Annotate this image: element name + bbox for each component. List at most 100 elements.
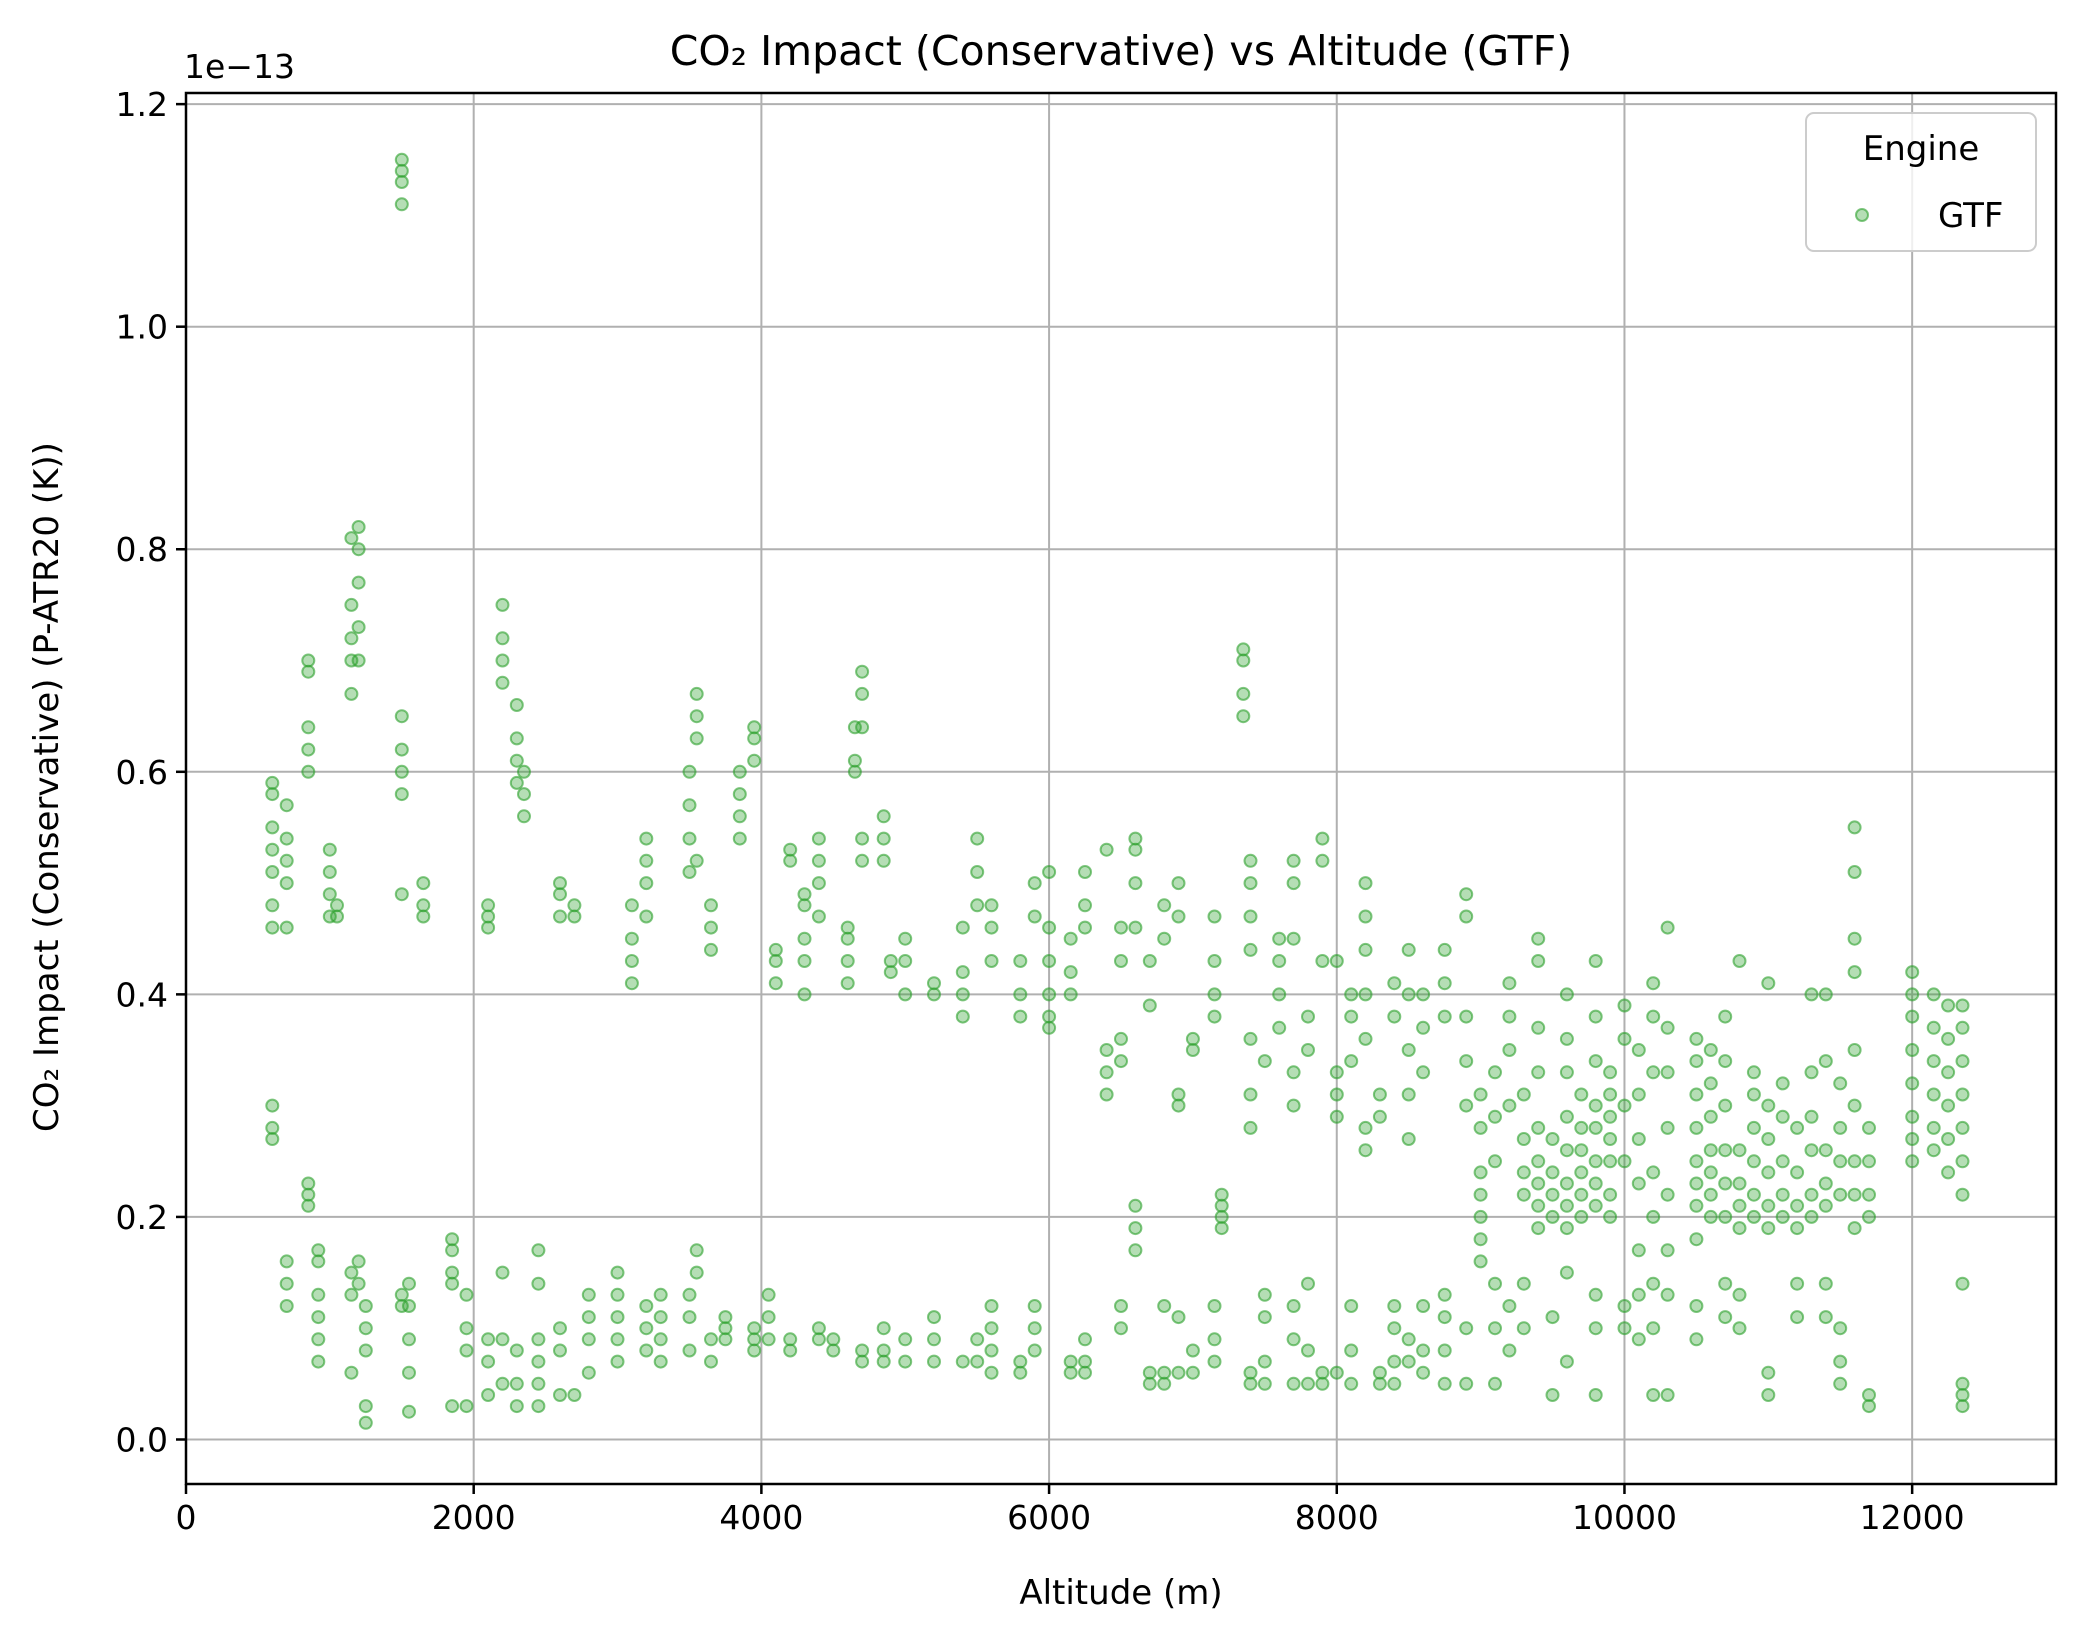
data-point (1732, 1198, 1747, 1213)
data-point (1516, 1132, 1531, 1146)
data-point (639, 1321, 654, 1336)
data-point (1955, 998, 1970, 1013)
data-point (531, 1243, 546, 1258)
data-point (1416, 1020, 1431, 1035)
data-point (1502, 1009, 1517, 1024)
data-point (1128, 1198, 1143, 1213)
data-point (1559, 987, 1574, 1002)
data-point (265, 920, 280, 935)
data-point (1114, 954, 1128, 968)
data-point (1703, 1187, 1718, 1202)
data-point (1531, 1154, 1546, 1169)
data-point (1905, 1009, 1920, 1024)
data-point (1617, 1098, 1632, 1113)
data-point (279, 1299, 294, 1313)
data-point (445, 1265, 460, 1280)
data-point (1941, 1065, 1956, 1080)
data-point (1042, 954, 1057, 968)
data-point (1063, 1354, 1078, 1369)
data-point (1387, 1354, 1402, 1369)
data-point (1660, 1020, 1675, 1035)
data-point (279, 1254, 294, 1269)
data-point (883, 954, 898, 968)
data-point (689, 731, 704, 746)
data-point (639, 831, 654, 846)
data-point (732, 831, 747, 846)
data-point (1718, 1098, 1733, 1113)
data-point (1027, 1299, 1042, 1313)
data-point (531, 1276, 546, 1291)
data-point (1689, 1031, 1704, 1046)
data-point (1588, 1287, 1603, 1302)
data-point (855, 831, 870, 846)
data-point (1790, 1198, 1805, 1213)
data-point (311, 1354, 326, 1369)
data-point (416, 876, 431, 891)
data-point (1013, 987, 1028, 1002)
data-point (1114, 1299, 1128, 1313)
data-point (1301, 1343, 1315, 1358)
data-point (1559, 1221, 1574, 1236)
data-point (826, 1332, 841, 1347)
data-point (797, 931, 812, 946)
data-point (445, 1399, 460, 1414)
data-point (689, 1265, 704, 1280)
data-point (984, 954, 999, 968)
data-point (1358, 1120, 1373, 1135)
data-point (351, 653, 366, 668)
data-point (840, 920, 855, 935)
data-point (1847, 1043, 1862, 1057)
data-point (402, 1276, 416, 1291)
data-point (1078, 1332, 1092, 1347)
data-point (1416, 1065, 1431, 1080)
y-tick-label: 0.0 (116, 1420, 168, 1459)
data-point (610, 1354, 625, 1369)
data-point (1775, 1154, 1790, 1169)
data-point (1171, 876, 1186, 891)
data-point (1588, 1154, 1603, 1169)
data-point (1207, 909, 1222, 924)
data-point (1631, 1243, 1646, 1258)
data-point (610, 1332, 625, 1347)
data-point (1473, 1232, 1488, 1247)
data-point (876, 809, 891, 824)
data-point (1286, 1098, 1301, 1113)
data-point (1257, 1354, 1272, 1369)
y-axis-ticks: 0.0 0.2 0.4 0.6 0.8 1.0 1.2 (116, 85, 186, 1459)
data-point (1473, 1187, 1488, 1202)
data-point (1329, 954, 1344, 968)
data-point (984, 1365, 999, 1380)
data-point (1617, 1299, 1632, 1313)
data-point (311, 1332, 326, 1347)
data-point (1746, 1087, 1761, 1102)
data-point (1214, 1187, 1229, 1202)
data-point (1926, 1020, 1941, 1035)
data-point (840, 976, 855, 991)
data-point (1833, 1354, 1848, 1369)
data-point (509, 1399, 524, 1414)
data-point (1387, 1299, 1402, 1313)
data-point (1703, 1143, 1718, 1158)
data-point (351, 1276, 366, 1291)
data-point (1344, 1054, 1359, 1069)
data-point (761, 1332, 776, 1347)
data-point (732, 809, 747, 824)
data-point (1329, 1365, 1344, 1380)
data-point (459, 1287, 474, 1302)
data-point (1804, 1109, 1819, 1124)
data-point (402, 1365, 416, 1380)
x-tick-label: 4000 (719, 1498, 803, 1537)
data-point (1588, 1098, 1603, 1113)
data-point (1401, 1354, 1416, 1369)
data-point (732, 787, 747, 802)
data-point (1646, 1165, 1661, 1180)
data-point (1588, 1120, 1603, 1135)
data-point (1128, 920, 1143, 935)
data-point (1372, 1087, 1387, 1102)
data-point (301, 764, 316, 779)
data-point (811, 876, 826, 891)
data-point (1286, 876, 1301, 891)
data-point (1236, 686, 1251, 701)
data-point (1905, 1076, 1920, 1091)
